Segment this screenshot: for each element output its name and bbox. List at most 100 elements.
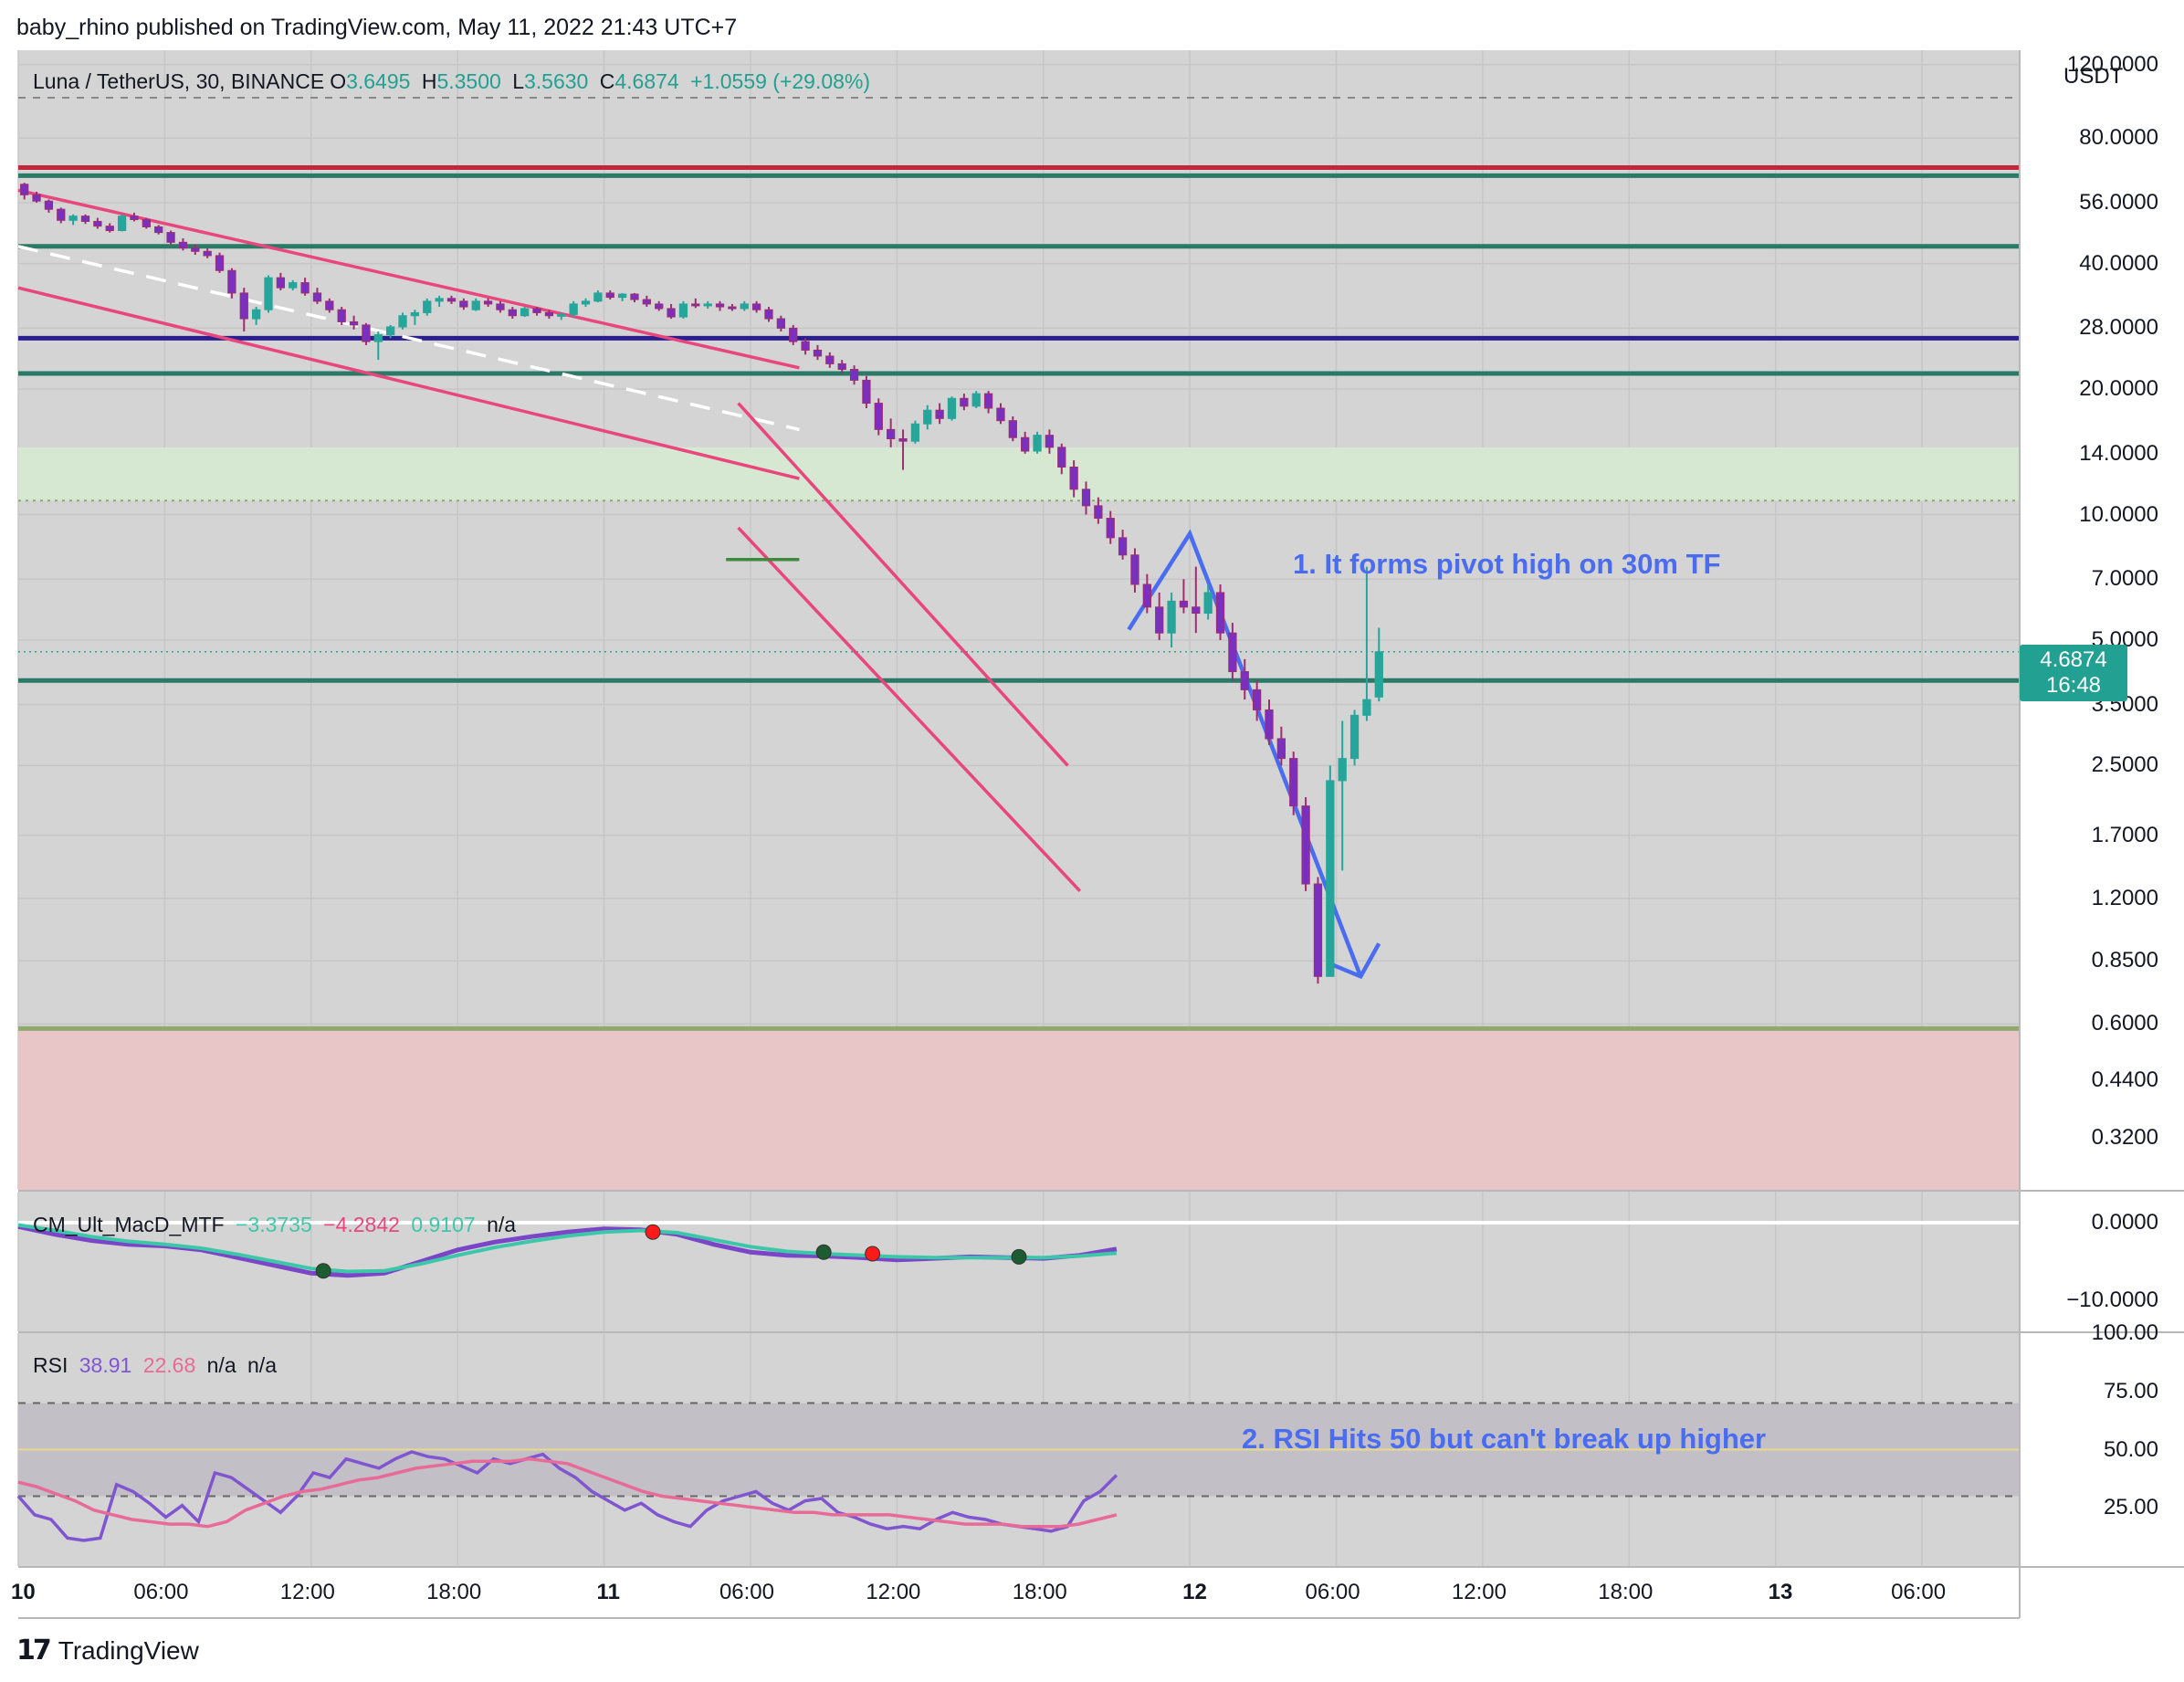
candle-up xyxy=(910,423,920,442)
macd-value-4: n/a xyxy=(487,1213,517,1236)
candle-down xyxy=(215,255,225,271)
last-price-countdown: 16:48 xyxy=(2045,673,2102,698)
candlestick-series xyxy=(20,183,1383,984)
tradingview-logo[interactable]: 17 TradingView xyxy=(16,1635,199,1666)
candle-down xyxy=(20,184,29,195)
macd-tick-label: −10.0000 xyxy=(2066,1288,2158,1312)
price-tick-label: 14.0000 xyxy=(2079,440,2158,466)
pivot-annotation[interactable]: 1. It forms pivot high on 30m TF xyxy=(1293,548,1721,580)
candle-down xyxy=(1008,420,1017,438)
open-label: O xyxy=(330,69,347,93)
candle-down xyxy=(887,428,896,440)
rsi-tick-label: 100.00 xyxy=(2091,1320,2158,1345)
candle-down xyxy=(825,355,835,364)
price-tick-label: 7.0000 xyxy=(2091,566,2158,592)
candle-down xyxy=(483,300,493,305)
price-tick-label: 56.0000 xyxy=(2079,189,2158,215)
candle-down xyxy=(1021,436,1030,452)
main-legend[interactable]: Luna / TetherUS, 30, BINANCE O3.6495 H5.3… xyxy=(33,69,876,94)
macd-legend[interactable]: CM_Ult_MacD_MTF −3.3735 −4.2842 0.9107 n… xyxy=(33,1213,521,1237)
symbol-label[interactable]: Luna / TetherUS, 30, BINANCE xyxy=(33,69,325,93)
time-tick-label: 12:00 xyxy=(866,1580,921,1604)
macd-value-3: 0.9107 xyxy=(411,1213,476,1236)
time-tick-label: 18:00 xyxy=(1012,1580,1067,1604)
candle-up xyxy=(1167,600,1176,634)
time-tick-label: 12 xyxy=(1182,1580,1207,1604)
rsi-legend[interactable]: RSI 38.91 22.68 n/a n/a xyxy=(33,1353,282,1378)
candle-down xyxy=(105,226,114,232)
candle-down xyxy=(312,292,322,302)
candle-down xyxy=(1289,758,1298,807)
candle-down xyxy=(996,407,1005,422)
price-tick-label: 80.0000 xyxy=(2079,125,2158,151)
candle-down xyxy=(1155,606,1164,634)
candle-down xyxy=(1142,583,1151,608)
steep-channel-upper-line xyxy=(737,402,1069,767)
candle-up xyxy=(569,303,578,315)
change-value: +1.0559 (+29.08%) xyxy=(690,69,871,93)
candle-up xyxy=(471,300,480,310)
danger-zone xyxy=(18,1028,2020,1190)
price-tick-label: 0.4400 xyxy=(2091,1067,2158,1092)
price-tick-label: 28.0000 xyxy=(2079,315,2158,341)
candle-down xyxy=(630,293,639,300)
candle-down xyxy=(1240,671,1249,690)
rsi-pane xyxy=(16,1402,2020,1542)
candle-up xyxy=(1349,714,1360,760)
macd-value-2: −4.2842 xyxy=(323,1213,400,1236)
macd-name[interactable]: CM_Ult_MacD_MTF xyxy=(33,1213,225,1236)
tradingview-logo-icon: 17 xyxy=(16,1635,52,1666)
candle-down xyxy=(776,318,786,329)
candle-up xyxy=(520,308,530,317)
high-value: 5.3500 xyxy=(436,69,501,93)
candle-down xyxy=(508,309,517,317)
candle-down xyxy=(960,397,969,407)
last-price-badge: 4.6874 16:48 xyxy=(2020,645,2127,701)
time-tick-label: 18:00 xyxy=(1598,1580,1654,1604)
candle-down xyxy=(1252,689,1262,710)
candle-down xyxy=(667,308,676,318)
candle-down xyxy=(32,194,41,202)
candle-up xyxy=(423,300,432,313)
candle-down xyxy=(142,219,151,227)
channel-midline xyxy=(17,245,800,432)
time-tick-label: 12:00 xyxy=(279,1580,335,1604)
candle-down xyxy=(1179,600,1189,608)
candle-down xyxy=(325,300,334,310)
pane-frames xyxy=(18,50,2184,1619)
candle-down xyxy=(276,277,286,289)
price-tick-label: 0.3200 xyxy=(2091,1124,2158,1150)
close-value: 4.6874 xyxy=(614,69,679,93)
high-label: H xyxy=(421,69,437,93)
candle-up xyxy=(410,311,420,317)
rsi-value-1: 38.91 xyxy=(79,1353,132,1377)
macd-signal-line xyxy=(17,1223,1118,1274)
rsi-value-4: n/a xyxy=(247,1353,277,1377)
candle-down xyxy=(1057,447,1066,468)
rsi-name[interactable]: RSI xyxy=(33,1353,68,1377)
time-tick-label: 06:00 xyxy=(1305,1580,1360,1604)
candle-down xyxy=(751,303,761,310)
price-tick-label: 20.0000 xyxy=(2079,376,2158,402)
candle-down xyxy=(1069,467,1078,490)
candle-up xyxy=(703,303,712,307)
price-scale-bg xyxy=(2020,50,2184,1566)
candle-up xyxy=(1326,780,1335,977)
candle-down xyxy=(874,403,883,430)
tradingview-brand: TradingView xyxy=(58,1635,199,1665)
candle-down xyxy=(191,247,200,252)
candle-up xyxy=(923,409,932,425)
candle-down xyxy=(44,200,54,210)
candle-down xyxy=(362,324,371,342)
candle-down xyxy=(801,341,810,351)
time-tick-label: 13 xyxy=(1768,1580,1793,1604)
rsi-annotation[interactable]: 2. RSI Hits 50 but can't break up higher xyxy=(1242,1423,1767,1455)
price-tick-label: 1.2000 xyxy=(2091,885,2158,910)
time-tick-label: 06:00 xyxy=(1891,1580,1947,1604)
price-tick-label: 2.5000 xyxy=(2091,752,2158,778)
demand-zone xyxy=(18,447,2020,501)
candle-up xyxy=(1362,699,1371,716)
candle-down xyxy=(605,292,614,299)
candle-down xyxy=(715,303,725,308)
